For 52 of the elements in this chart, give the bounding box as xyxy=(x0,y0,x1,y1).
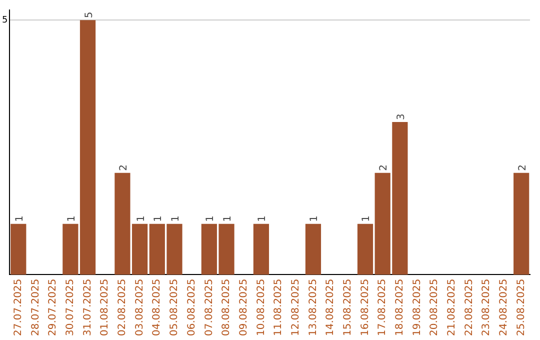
x-tick-label: 22.08.2025 xyxy=(464,278,475,336)
x-tick-label: 31.07.2025 xyxy=(82,278,94,336)
x-tick-label: 28.07.2025 xyxy=(30,278,42,336)
x-tick-label: 06.08.2025 xyxy=(186,278,198,336)
x-tick-label: 30.07.2025 xyxy=(65,278,76,336)
bar xyxy=(62,224,78,275)
bar xyxy=(253,224,269,275)
data-label: 1 xyxy=(205,215,216,222)
x-tick-label: 15.08.2025 xyxy=(342,278,354,336)
x-tick-label: 04.08.2025 xyxy=(152,278,163,336)
data-label: 1 xyxy=(66,215,78,222)
x-tick-label: 01.08.2025 xyxy=(100,278,111,336)
x-tick-label: 03.08.2025 xyxy=(134,278,146,336)
data-label: 5 xyxy=(84,12,95,18)
x-tick-label: 12.08.2025 xyxy=(290,278,302,336)
x-tick-label: 25.08.2025 xyxy=(516,278,527,336)
x-tick-label: 09.08.2025 xyxy=(238,278,250,336)
x-tick-label: 29.07.2025 xyxy=(48,278,59,336)
data-label: 1 xyxy=(361,215,372,222)
bar xyxy=(514,172,530,275)
x-tick-label: 05.08.2025 xyxy=(169,278,180,336)
data-label: 1 xyxy=(222,215,234,222)
x-tick-label: 14.08.2025 xyxy=(325,278,336,336)
x-tick-label: 18.08.2025 xyxy=(394,278,406,336)
x-tick-label: 27.07.2025 xyxy=(12,278,24,336)
data-label: 2 xyxy=(517,164,528,171)
data-label: 1 xyxy=(153,215,164,222)
x-tick-label: 17.08.2025 xyxy=(377,278,388,336)
data-label: 1 xyxy=(170,215,182,222)
x-tick-label: 16.08.2025 xyxy=(360,278,371,336)
x-tick-label: 02.08.2025 xyxy=(117,278,128,336)
x-tick-label: 10.08.2025 xyxy=(256,278,267,336)
bar xyxy=(80,20,96,275)
data-label: 1 xyxy=(257,215,268,222)
x-tick-label: 07.08.2025 xyxy=(204,278,215,336)
data-label: 3 xyxy=(396,114,407,120)
x-tick-label: 23.08.2025 xyxy=(481,278,492,336)
data-label: 2 xyxy=(118,164,130,171)
data-label: 1 xyxy=(309,215,320,222)
x-tick-label: 13.08.2025 xyxy=(308,278,319,336)
x-tick-label: 19.08.2025 xyxy=(412,278,423,336)
x-tick-label: 21.08.2025 xyxy=(446,278,458,336)
bar xyxy=(305,224,322,275)
x-tick-label: 08.08.2025 xyxy=(221,278,232,336)
data-label: 1 xyxy=(14,215,26,222)
x-tick-label: 20.08.2025 xyxy=(429,278,440,336)
x-tick-label: 11.08.2025 xyxy=(273,278,284,336)
bar xyxy=(10,224,26,275)
data-label: 2 xyxy=(378,164,390,171)
data-label: 1 xyxy=(136,215,147,222)
bar xyxy=(357,224,374,275)
x-tick-label: 24.08.2025 xyxy=(498,278,510,336)
